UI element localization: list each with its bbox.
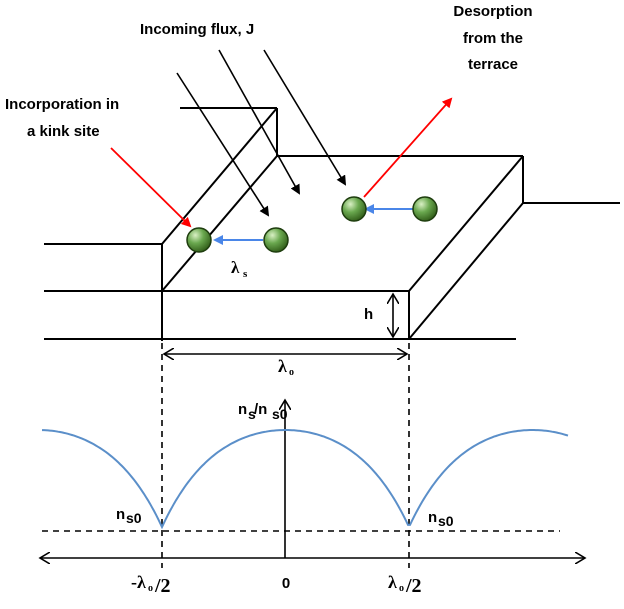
right-front-top-edge xyxy=(408,155,524,292)
adatom-kink xyxy=(186,227,212,253)
ns0-right-sub: s0 xyxy=(438,513,454,529)
x-tick-right: λ o /2 xyxy=(388,572,422,597)
left-step-bottom-edge xyxy=(161,155,278,292)
y-label-slash: /n xyxy=(254,401,267,418)
flux-arrow-3 xyxy=(263,49,347,186)
x-tick-right-sub: o xyxy=(399,583,404,594)
right-front-bottom-edge xyxy=(408,202,524,340)
adatoms xyxy=(186,196,438,253)
incorporation-arrow xyxy=(110,147,192,228)
x-tick-left: -λ o /2 xyxy=(131,572,171,597)
flux-arrow-1 xyxy=(176,72,270,217)
concentration-profile-curve xyxy=(42,429,569,530)
lambda-s-symbol: λ xyxy=(231,258,240,277)
x-tick-left-suffix: /2 xyxy=(154,575,171,597)
x-tick-right-prefix: λ xyxy=(388,572,397,592)
ns0-right-n: n xyxy=(428,509,437,526)
x-tick-right-suffix: /2 xyxy=(405,575,422,597)
y-label-sub1: s xyxy=(248,406,256,422)
y-label-sub2: s0 xyxy=(272,406,288,422)
step-height-label: h xyxy=(364,306,373,323)
incoming-flux-arrows xyxy=(176,49,347,217)
ns0-left-label: n s0 xyxy=(116,506,142,526)
y-axis-label: n s /n s0 xyxy=(238,401,288,422)
x-tick-center: 0 xyxy=(282,575,290,592)
incorporation-label-line1: Incorporation in xyxy=(5,96,119,113)
adatom-upper-terrace xyxy=(412,196,438,222)
lambda-s-subscript: s xyxy=(243,268,248,280)
ns0-left-sub: s0 xyxy=(126,510,142,526)
ns0-left-n: n xyxy=(116,506,125,523)
lambda-o-symbol: λ xyxy=(278,356,287,376)
adatom-lower-terrace xyxy=(263,227,289,253)
adatom-desorbing xyxy=(341,196,367,222)
desorption-label-line3: terrace xyxy=(468,56,518,73)
lambda-o-subscript: o xyxy=(289,367,294,378)
incorporation-label-line2: a kink site xyxy=(27,123,100,140)
lambda-o-label: λ o xyxy=(278,356,294,378)
lambda-s-label: λ s xyxy=(231,258,248,280)
terrace-structure xyxy=(44,107,620,341)
y-label-n: n xyxy=(238,401,247,418)
desorption-label-line1: Desorption xyxy=(453,3,532,20)
x-tick-left-sub: o xyxy=(148,583,153,594)
desorption-label-line2: from the xyxy=(463,30,523,47)
ns0-right-label: n s0 xyxy=(428,509,454,529)
desorption-arrow xyxy=(363,97,453,198)
flux-arrow-2 xyxy=(218,49,300,195)
x-tick-left-prefix: -λ xyxy=(131,572,146,592)
incoming-flux-label: Incoming flux, J xyxy=(140,21,254,38)
